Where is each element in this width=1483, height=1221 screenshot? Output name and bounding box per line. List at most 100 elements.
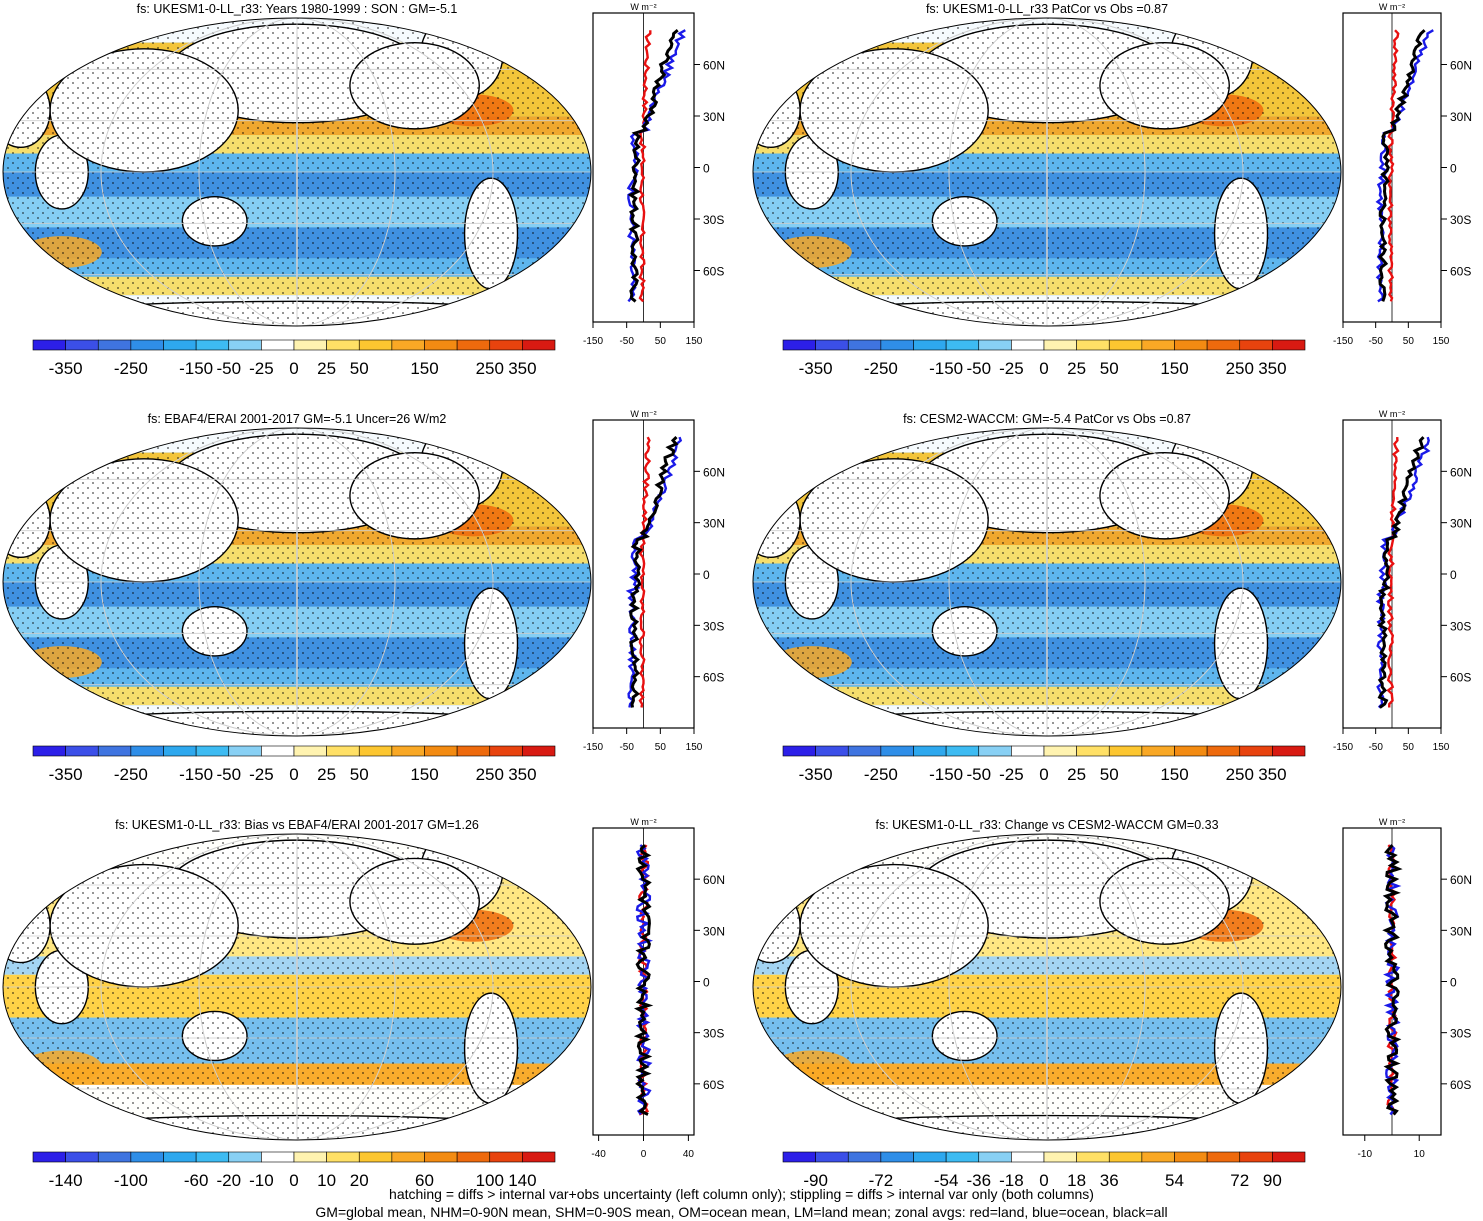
zonal-xtick-label: 50 xyxy=(1403,336,1415,347)
graticule-line xyxy=(198,834,396,1140)
zonal-lat-label: 0 xyxy=(1450,976,1457,990)
colorbar-swatch xyxy=(1108,1151,1143,1163)
colorbar-label: 350 xyxy=(508,765,536,784)
colorbar-swatch xyxy=(391,745,425,757)
colorbar-label: -250 xyxy=(864,765,898,784)
colorbar: -140 -100 -60 -20 -10 0 10 20 60 100 140 xyxy=(32,1151,556,1190)
colorbar-swatch xyxy=(1011,745,1045,757)
panel-title: fs: CESM2-WACCM: GM=-5.4 PatCor vs Obs =… xyxy=(903,412,1191,426)
zonal-lat-label: 60N xyxy=(1450,465,1472,479)
zonal-all-line xyxy=(1376,436,1425,709)
colorbar-swatch xyxy=(1174,339,1208,351)
colorbar-swatch xyxy=(65,745,99,757)
zonal-xtick-label: 50 xyxy=(1403,742,1415,753)
colorbar-swatch xyxy=(293,745,327,757)
zonal-xtick-label: 50 xyxy=(655,742,667,753)
colorbar-swatch xyxy=(1043,745,1077,757)
colorbar-label: -72 xyxy=(869,1171,894,1190)
colorbar-swatch xyxy=(880,1151,914,1163)
colorbar-swatch xyxy=(847,745,882,757)
zonal-xtick-label: 150 xyxy=(1433,742,1450,753)
graticule-line xyxy=(198,428,396,736)
panel-title: fs: UKESM1-0-LL_r33: Change vs CESM2-WAC… xyxy=(875,818,1218,832)
colorbar-label: 50 xyxy=(1100,765,1119,784)
panel-title: fs: UKESM1-0-LL_r33: Years 1980-1999 : S… xyxy=(137,2,458,16)
colorbar-swatch xyxy=(1206,339,1241,351)
colorbar-swatch xyxy=(65,339,99,351)
colorbar-swatch xyxy=(782,339,816,351)
colorbar-label: 250 xyxy=(476,359,504,378)
panel-2: fs: UKESM1-0-LL_r33 PatCor vs Obs =0.87 -… xyxy=(752,2,1472,378)
graticule-line xyxy=(296,428,298,736)
zonal-land-line xyxy=(1386,29,1400,302)
colorbar-swatch xyxy=(358,339,393,351)
colorbar-label: 150 xyxy=(410,359,438,378)
colorbar-label: 0 xyxy=(1039,359,1048,378)
colorbar-label: 250 xyxy=(1226,359,1254,378)
graticule-line xyxy=(1046,18,1048,326)
panel-5: fs: UKESM1-0-LL_r33: Bias vs EBAF4/ERAI … xyxy=(2,817,725,1190)
zonal-panel: W m⁻² -150 -50 50 150 60N 30N 0 30S 60S xyxy=(1333,2,1472,347)
colorbar-swatch xyxy=(847,1151,882,1163)
colorbar-swatch xyxy=(1272,745,1306,757)
colorbar-swatch xyxy=(358,745,393,757)
colorbar-swatch xyxy=(293,339,327,351)
zonal-land-line xyxy=(1386,437,1400,708)
colorbar-label: -350 xyxy=(799,359,833,378)
colorbar-swatch xyxy=(228,339,262,351)
colorbar: -350 -250 -150 -50 -25 0 25 50 150 250 350 xyxy=(32,339,556,378)
colorbar-swatch xyxy=(97,745,132,757)
colorbar-swatch xyxy=(97,339,132,351)
colorbar-label: 150 xyxy=(1160,359,1188,378)
colorbar-swatch xyxy=(456,339,491,351)
colorbar-swatch xyxy=(391,339,425,351)
zonal-lat-label: 60N xyxy=(703,59,725,73)
colorbar-swatch xyxy=(1141,745,1175,757)
colorbar-swatch xyxy=(163,745,197,757)
colorbar-swatch xyxy=(456,1151,491,1163)
colorbar-swatch xyxy=(195,745,230,757)
zonal-land-line xyxy=(638,30,652,303)
colorbar-swatch xyxy=(1239,745,1273,757)
colorbar-swatch xyxy=(424,339,458,351)
colorbar-label: -20 xyxy=(216,1171,241,1190)
colorbar-swatch xyxy=(32,1151,66,1163)
colorbar-label: -100 xyxy=(114,1171,148,1190)
zonal-xtick-label: 150 xyxy=(686,742,703,753)
caption-means: GM=global mean, NHM=0-90N mean, SHM=0-90… xyxy=(315,1204,1168,1220)
colorbar-swatch xyxy=(978,339,1012,351)
colorbar-swatch xyxy=(228,1151,262,1163)
colorbar-swatch xyxy=(1272,339,1306,351)
colorbar-swatch xyxy=(913,339,947,351)
colorbar-swatch xyxy=(1206,745,1241,757)
zonal-xtick-label: -10 xyxy=(1358,1149,1373,1160)
colorbar: -350 -250 -150 -50 -25 0 25 50 150 250 350 xyxy=(32,745,556,784)
map-field xyxy=(3,834,591,1140)
graticule-line xyxy=(198,18,396,326)
colorbar-swatch xyxy=(489,339,523,351)
zonal-ocean-line xyxy=(1375,436,1431,709)
colorbar-label: -25 xyxy=(999,359,1024,378)
graticule-line xyxy=(100,428,494,736)
panel-1: fs: UKESM1-0-LL_r33: Years 1980-1999 : S… xyxy=(2,2,725,378)
colorbar-label: 250 xyxy=(476,765,504,784)
zonal-lat-label: 60S xyxy=(1450,671,1471,685)
colorbar-label: -50 xyxy=(216,359,241,378)
zonal-land-line xyxy=(638,436,652,708)
colorbar-swatch xyxy=(1239,339,1273,351)
zonal-lat-label: 30N xyxy=(703,517,725,531)
colorbar-swatch xyxy=(945,339,980,351)
zonal-all-line xyxy=(629,436,679,708)
colorbar-swatch xyxy=(1272,1151,1306,1163)
colorbar-label: -140 xyxy=(49,1171,83,1190)
colorbar-label: 60 xyxy=(415,1171,434,1190)
colorbar: -350 -250 -150 -50 -25 0 25 50 150 250 350 xyxy=(782,339,1306,378)
colorbar-swatch xyxy=(32,339,66,351)
zonal-lat-label: 60S xyxy=(1450,1078,1471,1092)
graticule-line xyxy=(1046,834,1048,1140)
zonal-lat-label: 30N xyxy=(703,110,725,124)
colorbar-swatch xyxy=(1011,339,1045,351)
colorbar-label: -350 xyxy=(49,359,83,378)
zonal-xtick-label: -40 xyxy=(591,1149,606,1160)
